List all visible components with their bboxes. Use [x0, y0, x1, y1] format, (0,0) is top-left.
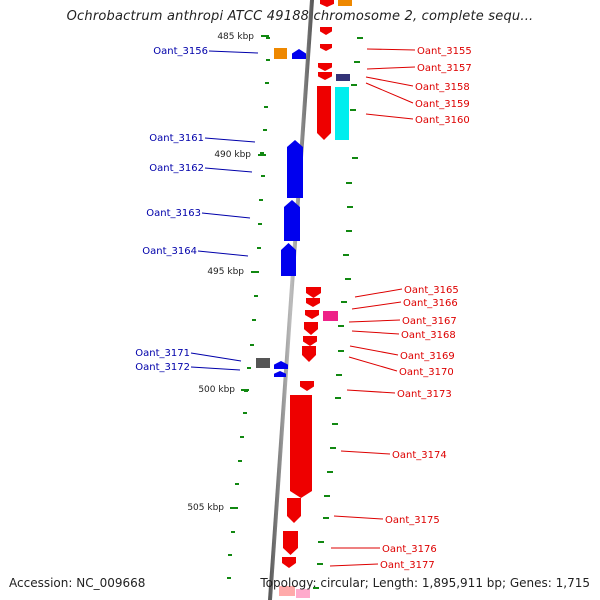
leader-line [348, 356, 398, 372]
gene-label: Oant_3160 [415, 115, 470, 126]
gene-arrow-forward [306, 298, 320, 307]
leader-line [351, 301, 402, 310]
leader-line [346, 389, 396, 394]
gene-arrow-forward [320, 44, 332, 51]
gene-arrow-reverse [284, 200, 300, 241]
leader-line [351, 330, 400, 335]
gene-label: Oant_3158 [415, 82, 470, 93]
leader-line [348, 319, 401, 323]
accession-text: Accession: NC_009668 [9, 576, 146, 590]
gene-label: Oant_3172 [135, 362, 190, 373]
gene-label: Oant_3171 [135, 348, 190, 359]
gene-arrow-reverse [287, 140, 303, 198]
leader-line [366, 48, 416, 51]
scale-label: 490 kbp [214, 150, 251, 160]
gene-arrow-forward [302, 346, 316, 362]
gene-block-pink [279, 586, 295, 596]
gene-label: Oant_3159 [415, 99, 470, 110]
leader-line [365, 82, 414, 104]
leader-line [349, 345, 399, 356]
gene-label: Oant_3166 [403, 298, 458, 309]
topology-text: Topology: circular; Length: 1,895,911 bp… [260, 576, 590, 590]
gene-block-pink [296, 589, 310, 598]
leader-line [365, 113, 414, 120]
gene-label: Oant_3161 [149, 133, 204, 144]
gene-arrow-forward [300, 381, 314, 391]
gene-label: Oant_3157 [417, 63, 472, 74]
gene-arrow-reverse [274, 361, 288, 369]
gene-label: Oant_3155 [417, 46, 472, 57]
gene-arrow-forward [320, 0, 334, 7]
gene-label: Oant_3163 [146, 208, 201, 219]
gene-arrow-forward [304, 322, 318, 335]
gene-arrow-forward [320, 27, 332, 35]
gene-arrow-reverse [274, 371, 286, 377]
leader-line [190, 352, 242, 362]
gene-label: Oant_3164 [142, 246, 197, 257]
leader-line [365, 76, 414, 87]
leader-line [190, 366, 241, 371]
gene-label: Oant_3175 [385, 515, 440, 526]
backbone-line [267, 0, 315, 600]
leader-line [201, 212, 251, 219]
gene-arrow-forward [306, 287, 321, 298]
gene-label: Oant_3165 [404, 285, 459, 296]
gene-arrow-forward [305, 310, 319, 319]
gene-arrow-forward [282, 557, 296, 568]
leader-line [208, 50, 259, 54]
leader-line [354, 288, 403, 298]
map-title: Ochrobactrum anthropi ATCC 49188 chromos… [66, 9, 534, 24]
gene-arrow-forward [290, 395, 312, 498]
leader-line [340, 450, 391, 455]
gene-label: Oant_3169 [400, 351, 455, 362]
scale-label: 495 kbp [207, 267, 244, 277]
gene-label: Oant_3162 [149, 163, 204, 174]
gene-block-navy [336, 74, 350, 81]
gene-arrow-forward [283, 531, 298, 555]
leader-line [329, 563, 379, 567]
gene-block-magenta [323, 311, 338, 321]
gene-label: Oant_3156 [153, 46, 208, 57]
gene-arrow-reverse [292, 49, 306, 59]
leader-line [204, 137, 256, 143]
gene-block-orange [338, 0, 352, 6]
gene-label: Oant_3177 [380, 560, 435, 571]
leader-line [204, 167, 253, 173]
gene-label: Oant_3167 [402, 316, 457, 327]
scale-label: 500 kbp [198, 385, 235, 395]
leader-line [333, 515, 384, 520]
gene-label: Oant_3173 [397, 389, 452, 400]
leader-line [366, 66, 416, 70]
gene-block-cyan [335, 87, 349, 140]
gene-label: Oant_3176 [382, 544, 437, 555]
gene-label: Oant_3168 [401, 330, 456, 341]
gene-label: Oant_3174 [392, 450, 447, 461]
gene-arrow-reverse [281, 243, 296, 276]
leader-line [197, 250, 249, 257]
scale-label: 505 kbp [187, 503, 224, 513]
gene-label: Oant_3170 [399, 367, 454, 378]
gene-block-grey [256, 358, 270, 368]
gene-arrow-forward [318, 63, 332, 71]
scale-label: 485 kbp [217, 32, 254, 42]
gene-arrow-forward [318, 72, 332, 80]
gene-arrow-forward [287, 498, 301, 523]
gene-block-orange [274, 48, 287, 59]
gene-arrow-forward [303, 336, 317, 346]
gene-arrow-forward [317, 86, 331, 140]
